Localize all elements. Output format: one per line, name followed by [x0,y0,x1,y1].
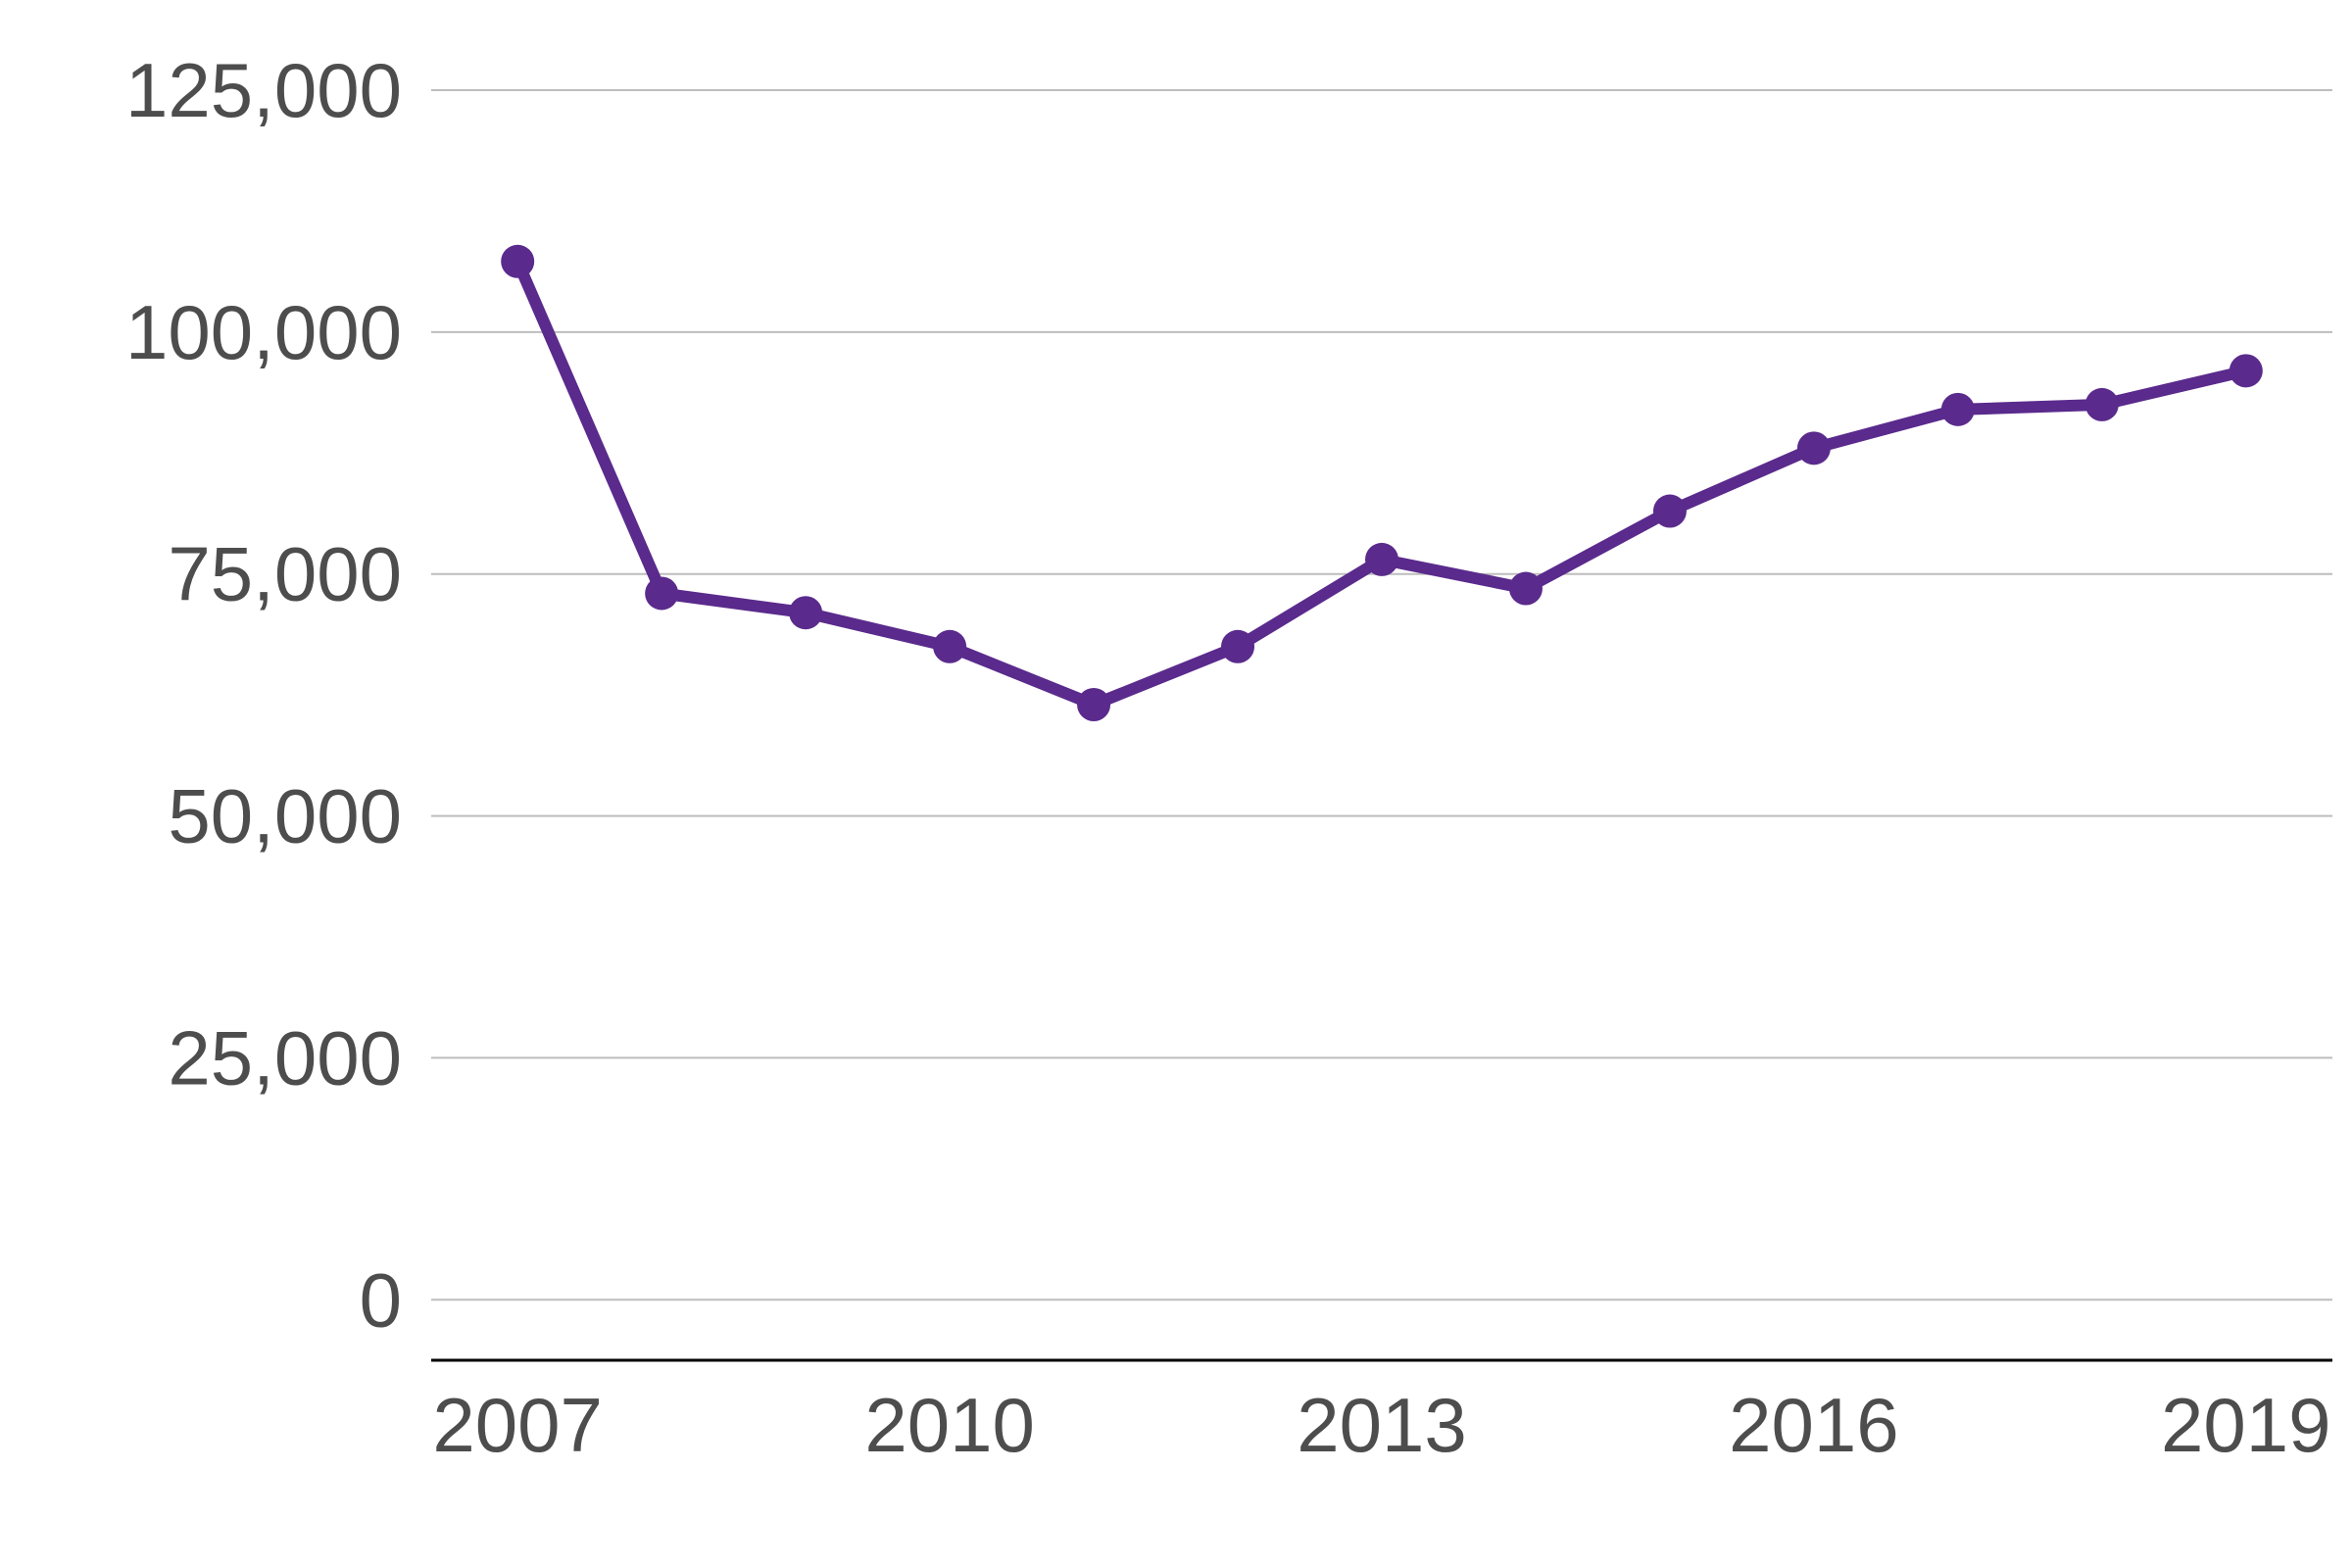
x-tick-label: 2019 [2161,1382,2331,1468]
x-tick-label: 2016 [1729,1382,1899,1468]
data-point [1652,494,1687,528]
x-tick-labels: 2007 2010 2013 2016 2019 [432,1382,2330,1468]
y-tick-label: 0 [360,1256,402,1343]
y-tick-label: 50,000 [168,773,402,859]
gridlines [431,89,2332,1301]
series [501,244,2263,722]
x-tick-label: 2007 [432,1382,603,1468]
y-tick-label: 100,000 [125,289,402,375]
data-point [1365,542,1398,576]
data-point [501,244,535,278]
y-tick-label: 25,000 [168,1014,402,1101]
series-line [512,255,2252,710]
y-tick-label: 125,000 [125,47,402,133]
data-point [1221,629,1255,663]
data-point [2084,387,2119,421]
data-point [933,629,967,663]
data-point [789,596,823,630]
data-point [1508,571,1543,606]
y-tick-labels: 0 25,000 50,000 75,000 100,000 125,000 [125,47,402,1343]
x-tick-label: 2013 [1297,1382,1467,1468]
data-point [645,576,679,611]
data-point [1940,392,1975,426]
data-point [2229,354,2263,388]
data-point [1077,688,1111,722]
y-tick-label: 75,000 [168,531,402,617]
data-point [1796,431,1831,466]
x-tick-label: 2010 [864,1382,1035,1468]
